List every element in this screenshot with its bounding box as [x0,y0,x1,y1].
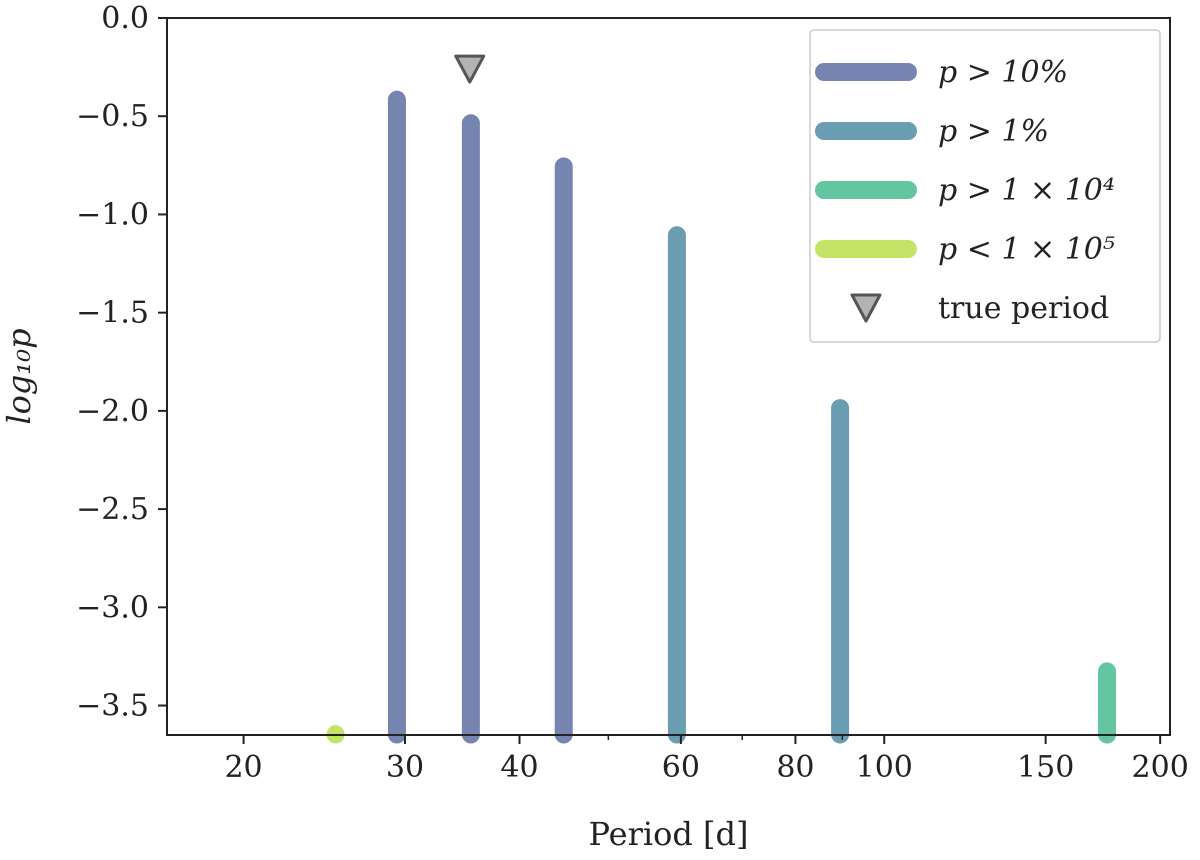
legend-swatch-4 [850,293,882,323]
x-axis-label: Period [d] [589,815,749,853]
y-tick-label-4: −2.0 [76,394,149,429]
true-period-marker [454,54,486,84]
x-tick-label-4: 80 [776,750,814,785]
y-axis: 0.0 −0.5 −1.0 −1.5 −2.0 −2.5 −3.0 −3.5 [76,1,167,724]
legend-label-1: p > 1% [938,114,1049,149]
y-tick-label-6: −3.0 [76,590,149,625]
y-tick-label-0: 0.0 [101,1,149,36]
y-axis-label: log₁₀p [0,328,38,424]
bars-layer [326,90,1117,744]
legend-box [809,29,1161,343]
plot-frame [166,17,1171,736]
x-tick-label-6: 150 [1017,750,1074,785]
legend-label-3: p < 1 × 10⁵ [938,232,1115,267]
x-tick-label-2: 40 [500,750,538,785]
x-tick-label-3: 60 [662,750,700,785]
legend: p > 10% p > 1% p > 1 × 10⁴ p < 1 × 10⁵ true … [809,29,1161,343]
x-tick-label-7: 200 [1132,750,1189,785]
legend-label-4: true period [938,291,1109,326]
y-tick-label-7: −3.5 [76,689,149,724]
y-tick-label-1: −0.5 [76,99,149,134]
legend-label-2: p > 1 × 10⁴ [938,173,1115,208]
y-tick-label-5: −2.5 [76,492,149,527]
legend-label-0: p > 10% [938,55,1068,90]
x-tick-label-0: 20 [224,750,262,785]
x-axis: 20 30 40 60 80 100 150 200 [224,735,1189,785]
true-period-marker-layer [454,54,486,84]
x-tick-label-1: 30 [386,750,424,785]
y-tick-label-2: −1.0 [76,197,149,232]
x-tick-label-5: 100 [856,750,913,785]
y-tick-label-3: −1.5 [76,296,149,331]
